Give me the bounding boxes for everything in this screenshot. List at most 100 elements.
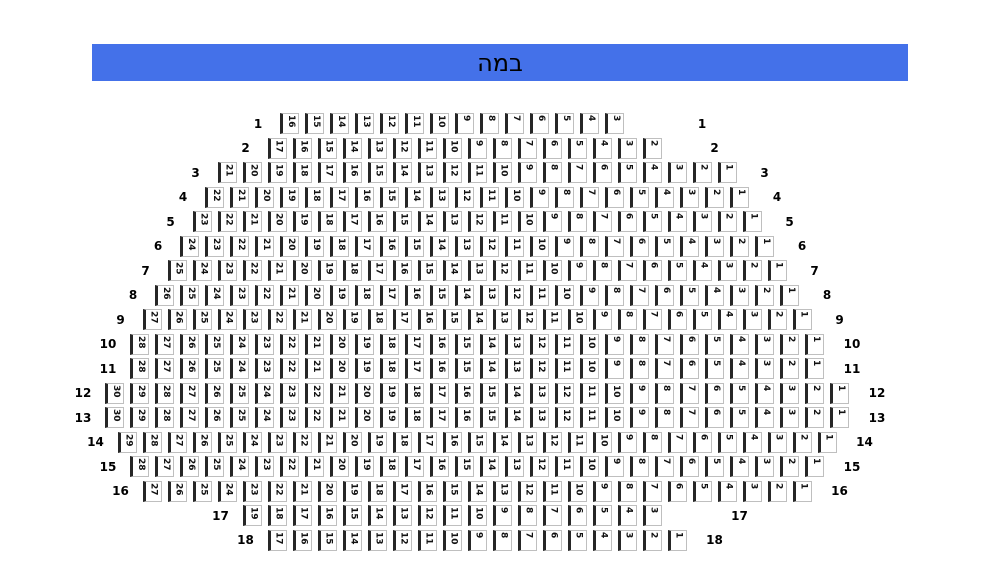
seat-16-22[interactable]: 22	[267, 480, 287, 502]
seat-16-4[interactable]: 4	[717, 480, 737, 502]
seat-13-2[interactable]: 2	[805, 407, 824, 428]
seat-2-3[interactable]: 3	[617, 137, 637, 159]
seat-11-3[interactable]: 3	[755, 358, 774, 379]
seat-12-3[interactable]: 3	[780, 382, 799, 404]
seat-15-12[interactable]: 12	[530, 456, 549, 477]
seat-10-7[interactable]: 7	[655, 333, 674, 355]
seat-3-8[interactable]: 8	[542, 162, 562, 183]
seat-12-1[interactable]: 1	[830, 382, 849, 404]
seat-14-16[interactable]: 16	[442, 431, 462, 453]
seat-13-29[interactable]: 29	[130, 407, 149, 428]
seat-13-25[interactable]: 25	[230, 407, 249, 428]
seat-9-11[interactable]: 11	[542, 309, 562, 330]
seat-10-21[interactable]: 21	[305, 333, 324, 355]
seat-16-18[interactable]: 18	[367, 480, 387, 502]
seat-18-7[interactable]: 7	[517, 529, 537, 551]
seat-13-14[interactable]: 14	[505, 407, 524, 428]
seat-12-12[interactable]: 12	[555, 382, 574, 404]
seat-5-14[interactable]: 14	[417, 211, 437, 232]
seat-10-25[interactable]: 25	[205, 333, 224, 355]
seat-8-10[interactable]: 10	[555, 284, 574, 306]
seat-6-24[interactable]: 24	[180, 235, 199, 257]
seat-8-16[interactable]: 16	[405, 284, 424, 306]
seat-15-5[interactable]: 5	[705, 456, 724, 477]
seat-1-6[interactable]: 6	[530, 113, 549, 134]
seat-10-10[interactable]: 10	[580, 333, 599, 355]
seat-5-4[interactable]: 4	[667, 211, 687, 232]
seat-8-25[interactable]: 25	[180, 284, 199, 306]
seat-6-21[interactable]: 21	[255, 235, 274, 257]
seat-17-18[interactable]: 18	[267, 505, 287, 526]
seat-11-19[interactable]: 19	[355, 358, 374, 379]
seat-15-10[interactable]: 10	[580, 456, 599, 477]
seat-15-27[interactable]: 27	[155, 456, 174, 477]
seat-15-28[interactable]: 28	[130, 456, 149, 477]
seat-15-23[interactable]: 23	[255, 456, 274, 477]
seat-7-22[interactable]: 22	[242, 260, 262, 281]
seat-9-7[interactable]: 7	[642, 309, 662, 330]
seat-15-6[interactable]: 6	[680, 456, 699, 477]
seat-3-7[interactable]: 7	[567, 162, 587, 183]
seat-12-5[interactable]: 5	[730, 382, 749, 404]
seat-17-7[interactable]: 7	[542, 505, 562, 526]
seat-11-24[interactable]: 24	[230, 358, 249, 379]
seat-9-5[interactable]: 5	[692, 309, 712, 330]
seat-9-21[interactable]: 21	[292, 309, 312, 330]
seat-2-5[interactable]: 5	[567, 137, 587, 159]
seat-9-22[interactable]: 22	[267, 309, 287, 330]
seat-9-13[interactable]: 13	[492, 309, 512, 330]
seat-6-8[interactable]: 8	[580, 235, 599, 257]
seat-17-12[interactable]: 12	[417, 505, 437, 526]
seat-12-7[interactable]: 7	[680, 382, 699, 404]
seat-11-6[interactable]: 6	[680, 358, 699, 379]
seat-2-7[interactable]: 7	[517, 137, 537, 159]
seat-15-8[interactable]: 8	[630, 456, 649, 477]
seat-5-2[interactable]: 2	[717, 211, 737, 232]
seat-12-11[interactable]: 11	[580, 382, 599, 404]
seat-17-17[interactable]: 17	[292, 505, 312, 526]
seat-9-15[interactable]: 15	[442, 309, 462, 330]
seat-13-28[interactable]: 28	[155, 407, 174, 428]
seat-18-14[interactable]: 14	[342, 529, 362, 551]
seat-7-3[interactable]: 3	[717, 260, 737, 281]
seat-9-6[interactable]: 6	[667, 309, 687, 330]
seat-14-9[interactable]: 9	[617, 431, 637, 453]
seat-7-17[interactable]: 17	[367, 260, 387, 281]
seat-14-10[interactable]: 10	[592, 431, 612, 453]
seat-12-9[interactable]: 9	[630, 382, 649, 404]
seat-4-13[interactable]: 13	[430, 186, 449, 208]
seat-3-19[interactable]: 19	[267, 162, 287, 183]
seat-7-7[interactable]: 7	[617, 260, 637, 281]
seat-14-27[interactable]: 27	[167, 431, 187, 453]
seat-13-22[interactable]: 22	[305, 407, 324, 428]
seat-16-19[interactable]: 19	[342, 480, 362, 502]
seat-15-18[interactable]: 18	[380, 456, 399, 477]
seat-10-15[interactable]: 15	[455, 333, 474, 355]
seat-5-11[interactable]: 11	[492, 211, 512, 232]
seat-15-1[interactable]: 1	[805, 456, 824, 477]
seat-17-8[interactable]: 8	[517, 505, 537, 526]
seat-18-8[interactable]: 8	[492, 529, 512, 551]
seat-1-16[interactable]: 16	[280, 113, 299, 134]
seat-16-7[interactable]: 7	[642, 480, 662, 502]
seat-7-14[interactable]: 14	[442, 260, 462, 281]
seat-11-20[interactable]: 20	[330, 358, 349, 379]
seat-13-11[interactable]: 11	[580, 407, 599, 428]
seat-16-17[interactable]: 17	[392, 480, 412, 502]
seat-10-26[interactable]: 26	[180, 333, 199, 355]
seat-8-11[interactable]: 11	[530, 284, 549, 306]
seat-7-18[interactable]: 18	[342, 260, 362, 281]
seat-6-22[interactable]: 22	[230, 235, 249, 257]
seat-8-21[interactable]: 21	[280, 284, 299, 306]
seat-10-3[interactable]: 3	[755, 333, 774, 355]
seat-8-7[interactable]: 7	[630, 284, 649, 306]
seat-10-20[interactable]: 20	[330, 333, 349, 355]
seat-13-26[interactable]: 26	[205, 407, 224, 428]
seat-4-6[interactable]: 6	[605, 186, 624, 208]
seat-11-9[interactable]: 9	[605, 358, 624, 379]
seat-18-9[interactable]: 9	[467, 529, 487, 551]
seat-7-10[interactable]: 10	[542, 260, 562, 281]
seat-7-16[interactable]: 16	[392, 260, 412, 281]
seat-17-9[interactable]: 9	[492, 505, 512, 526]
seat-13-20[interactable]: 20	[355, 407, 374, 428]
